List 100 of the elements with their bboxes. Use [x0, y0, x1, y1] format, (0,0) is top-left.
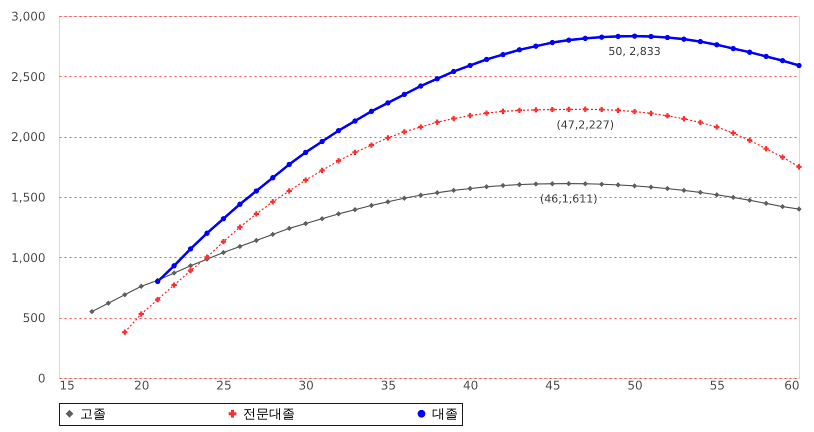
legend-label: 고졸 — [80, 406, 106, 422]
point — [188, 246, 194, 252]
point — [664, 113, 670, 118]
point — [484, 110, 490, 116]
point — [286, 188, 292, 194]
point — [599, 34, 604, 40]
point — [615, 182, 621, 188]
x-tick-label: 50 — [627, 378, 643, 392]
annotation: (47,2,227) — [556, 118, 614, 132]
point — [698, 38, 703, 44]
y-tick-label: 1,000 — [11, 250, 46, 265]
point — [89, 308, 95, 314]
point — [763, 200, 769, 206]
point — [319, 138, 325, 144]
x-tick-label: 35 — [380, 378, 396, 392]
point — [418, 124, 424, 130]
point — [664, 34, 670, 40]
point — [796, 164, 802, 170]
x-tick-label: 25 — [216, 378, 232, 392]
x-tick-label: 15 — [60, 378, 75, 392]
point — [286, 162, 292, 168]
point — [714, 124, 720, 130]
point — [747, 198, 752, 203]
point — [566, 106, 572, 112]
point — [451, 116, 456, 122]
x-tick-label: 55 — [710, 378, 725, 392]
point — [319, 168, 325, 174]
x-tick-label: 45 — [545, 378, 560, 392]
point — [303, 177, 308, 183]
point — [648, 184, 654, 190]
point — [780, 154, 786, 160]
point — [319, 216, 325, 222]
point — [336, 158, 342, 164]
point — [484, 56, 490, 62]
point — [599, 106, 604, 112]
point — [780, 58, 786, 64]
point — [648, 34, 654, 40]
point — [138, 311, 144, 317]
y-tick-label: 500 — [22, 311, 46, 326]
point — [303, 220, 308, 226]
point — [533, 107, 539, 113]
point — [402, 196, 407, 201]
point — [566, 180, 572, 186]
point — [434, 190, 440, 196]
point — [368, 202, 374, 208]
point — [730, 130, 736, 136]
point — [451, 68, 456, 74]
point — [714, 192, 720, 198]
point — [385, 199, 391, 204]
point — [780, 204, 786, 210]
point — [698, 120, 703, 126]
point — [188, 268, 194, 274]
point — [550, 181, 555, 186]
annotation: (46,1,611) — [540, 192, 598, 206]
point — [254, 188, 259, 194]
point — [714, 42, 720, 48]
point — [681, 116, 687, 122]
point — [516, 108, 522, 114]
point — [106, 300, 111, 306]
point — [352, 150, 358, 155]
point — [171, 282, 177, 288]
x-tick-label: 60 — [784, 378, 800, 392]
point — [270, 199, 276, 204]
point — [582, 36, 588, 41]
point — [368, 142, 374, 148]
annotation: 50, 2,833 — [608, 45, 661, 58]
point — [747, 138, 752, 143]
point — [254, 238, 259, 244]
point — [664, 186, 670, 192]
point — [550, 106, 555, 112]
point — [467, 186, 473, 192]
point — [254, 211, 259, 217]
legend-label: 전문대졸 — [243, 406, 295, 422]
point — [500, 52, 506, 58]
point — [237, 244, 243, 250]
point — [220, 239, 226, 244]
point — [451, 188, 456, 194]
point — [763, 146, 769, 152]
point — [681, 36, 687, 42]
point — [500, 108, 506, 114]
point — [763, 54, 769, 60]
y-tick-label: 2,000 — [11, 130, 46, 144]
x-tick-label: 20 — [134, 378, 150, 392]
point — [730, 194, 736, 200]
point — [796, 62, 802, 68]
point — [385, 100, 391, 106]
point — [747, 50, 752, 55]
point — [566, 37, 572, 43]
y-tick-label: 3,000 — [11, 10, 46, 24]
point — [550, 40, 555, 46]
point — [648, 110, 654, 116]
point — [270, 175, 276, 180]
point — [434, 120, 440, 125]
point — [171, 263, 177, 268]
x-tick-label: 40 — [462, 378, 478, 392]
point — [467, 62, 473, 68]
point — [418, 83, 424, 89]
point — [220, 216, 226, 222]
y-tick-label: 1,500 — [11, 190, 46, 204]
point — [336, 128, 342, 134]
